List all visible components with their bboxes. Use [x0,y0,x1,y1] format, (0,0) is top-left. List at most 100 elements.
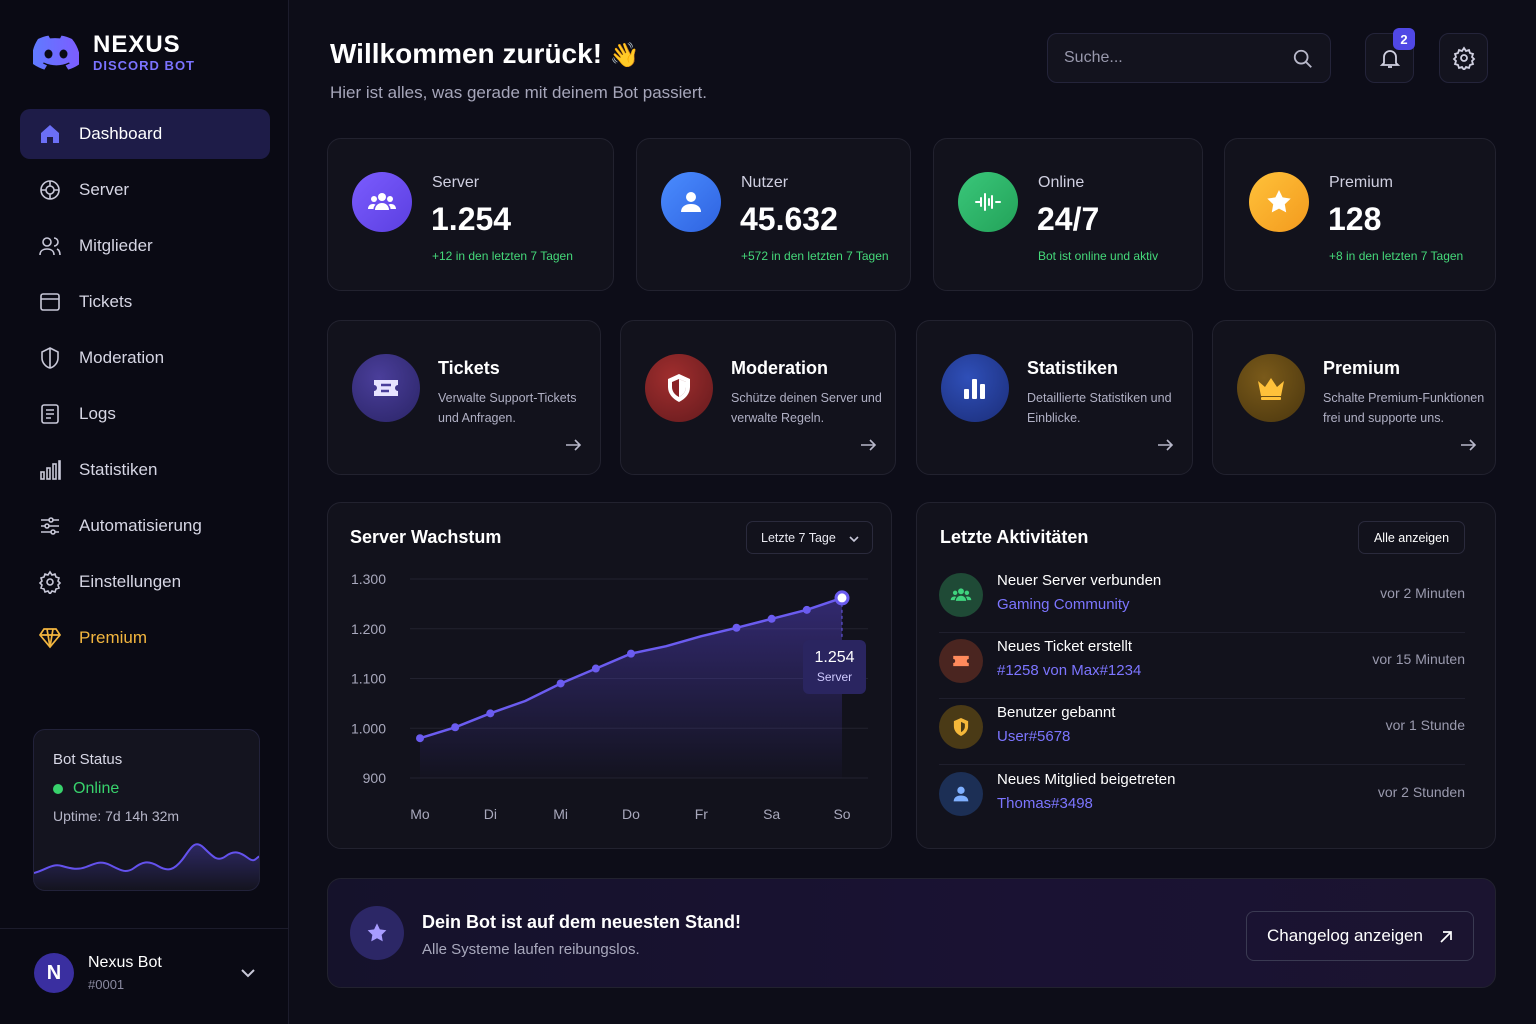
activity-time: vor 2 Minuten [1380,585,1465,601]
chart-point[interactable] [834,590,850,606]
chart-point[interactable] [486,709,495,718]
sidebar-item-label: Statistiken [79,460,158,479]
range-dropdown[interactable]: Letzte 7 Tage [746,521,873,554]
sidebar-item-server[interactable]: Server [20,165,270,215]
y-tick-label: 1.200 [351,621,386,637]
chevron-down-icon[interactable] [238,963,258,983]
activity-link[interactable]: #1258 von Max#1234 [997,662,1142,679]
search-icon[interactable] [1292,48,1314,70]
x-tick-label: Do [622,806,640,822]
activity-link[interactable]: Thomas#3498 [997,795,1093,812]
user-icon [953,786,969,802]
star-icon [1267,190,1291,213]
activity-item[interactable]: Neues Ticket erstellt #1258 von Max#1234… [939,633,1465,699]
activity-title: Letzte Aktivitäten [940,527,1089,547]
chart-point[interactable] [767,614,776,623]
arrow-right-icon[interactable] [859,436,877,454]
chart-point[interactable] [556,679,565,688]
sidebar-item-mitglieder[interactable]: Mitglieder [20,221,270,271]
update-banner: Dein Bot ist auf dem neuesten Stand! All… [327,878,1496,988]
feature-title: Moderation [731,358,828,378]
sidebar-item-label: Einstellungen [79,572,182,591]
chart-point[interactable] [591,664,600,673]
users-group-icon [950,588,972,601]
avatar: N [34,953,74,993]
sidebar-item-dashboard[interactable]: Dashboard [20,109,270,159]
activity-time: vor 15 Minuten [1372,651,1465,667]
gear-icon [38,570,62,594]
y-tick-label: 1.300 [351,571,386,587]
activity-item[interactable]: Neuer Server verbunden Gaming Community … [939,567,1465,633]
activity-time: vor 2 Stunden [1377,784,1465,800]
y-tick-label: 1.100 [351,671,386,687]
stat-value: 24/7 [1037,201,1100,237]
activity-panel: Letzte Aktivitäten Alle anzeigen Neuer S… [916,502,1496,849]
shield-icon [41,347,59,369]
chart-point[interactable] [627,649,635,658]
feature-card-premium[interactable]: Premium Schalte Premium-Funktionen frei … [1212,320,1496,475]
chart-point[interactable] [416,734,424,743]
stat-card-nutzer[interactable]: Nutzer 45.632 +572 in den letzten 7 Tage… [636,138,911,291]
stat-trend: +572 in den letzten 7 Tagen [741,249,889,263]
activity-title-text: Neuer Server verbunden [997,572,1162,589]
search-box[interactable] [1047,33,1331,83]
settings-button[interactable] [1439,33,1488,83]
bar-chart-icon [964,379,985,399]
show-all-button[interactable]: Alle anzeigen [1358,521,1465,554]
bot-status-title: Bot Status [53,751,123,768]
feature-desc: Schütze deinen Server und verwalte Regel… [731,391,882,425]
gear-icon [1452,46,1475,70]
sidebar-item-label: Moderation [79,348,165,367]
brand-logo[interactable]: NEXUS DISCORD BOT [33,32,195,73]
sidebar-item-automatisierung[interactable]: Automatisierung [20,501,270,551]
feature-card-tickets[interactable]: Tickets Verwalte Support-Tickets und Anf… [327,320,601,475]
chart-point[interactable] [732,623,741,632]
chart-point[interactable] [451,723,460,732]
changelog-label: Changelog anzeigen [1267,926,1423,945]
sidebar-item-premium[interactable]: Premium [20,613,270,663]
activity-item[interactable]: Benutzer gebannt User#5678 vor 1 Stunde [939,699,1465,765]
stat-card-server[interactable]: Server 1.254 +12 in den letzten 7 Tagen [327,138,614,291]
x-tick-label: Mo [410,806,430,822]
feature-desc: Schalte Premium-Funktionen frei und supp… [1323,391,1485,425]
sidebar-item-label: Logs [79,404,116,423]
stat-value: 128 [1328,201,1382,237]
chevron-down-icon [849,536,859,543]
activity-link[interactable]: Gaming Community [997,596,1130,613]
sidebar: NEXUS DISCORD BOT Dashboard Server Mitgl… [0,0,289,1024]
arrow-right-icon[interactable] [564,436,582,454]
sidebar-item-statistiken[interactable]: Statistiken [20,445,270,495]
stat-icon-wrap [352,172,412,232]
arrow-right-icon[interactable] [1156,436,1174,454]
stat-card-online[interactable]: Online 24/7 Bot ist online und aktiv [933,138,1203,291]
sidebar-item-logs[interactable]: Logs [20,389,270,439]
users-group-icon [368,193,396,210]
chart-title: Server Wachstum [350,527,502,547]
feature-icon-wrap [941,354,1009,422]
feature-icon-wrap [1237,354,1305,422]
sidebar-item-tickets[interactable]: Tickets [20,277,270,327]
bot-uptime: Uptime: 7d 14h 32m [53,808,180,824]
home-icon [41,125,59,143]
sidebar-item-label: Dashboard [79,124,163,143]
arrow-right-icon[interactable] [1459,436,1477,454]
wave-emoji: 👋 [609,42,640,69]
stat-card-premium[interactable]: Premium 128 +8 in den letzten 7 Tagen [1224,138,1496,291]
user-profile[interactable]: N Nexus Bot #0001 [0,928,289,1024]
feature-card-statistiken[interactable]: Statistiken Detaillierte Statistiken und… [916,320,1193,475]
bell-icon [1379,50,1400,68]
notifications-button[interactable]: 2 [1365,28,1415,83]
chart-point[interactable] [802,605,811,614]
growth-chart: 1.300 1.200 1.100 1.000 900 Mo Di Mi Do Fr Sa So [351,571,868,822]
sidebar-item-einstellungen[interactable]: Einstellungen [20,557,270,607]
stats-icon [40,460,61,480]
search-input[interactable] [1064,34,1284,82]
activity-item[interactable]: Neues Mitglied beigetreten Thomas#3498 v… [939,766,1465,832]
stat-label: Premium [1329,174,1394,191]
sidebar-item-moderation[interactable]: Moderation [20,333,270,383]
activity-link[interactable]: User#5678 [997,728,1071,745]
changelog-button[interactable]: Changelog anzeigen [1246,911,1474,961]
feature-card-moderation[interactable]: Moderation Schütze deinen Server und ver… [620,320,896,475]
feature-title: Premium [1323,358,1401,378]
ticket-icon [953,655,969,667]
